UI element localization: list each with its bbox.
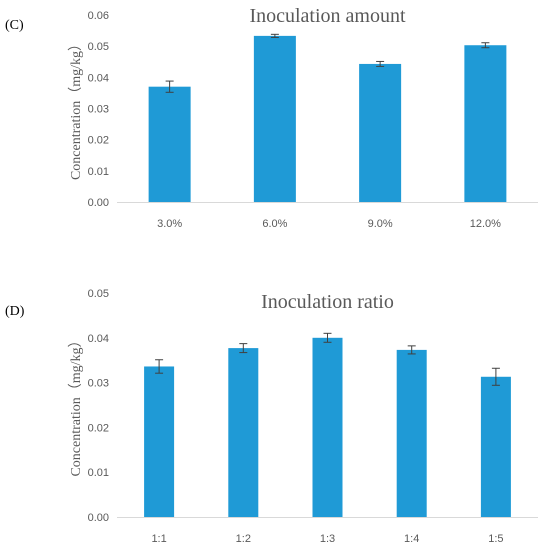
bar-1-4 — [396, 349, 427, 517]
y-tick-label: 0.01 — [88, 166, 109, 178]
chart-inoculation-amount: Inoculation amount Concentration（mg/kg） 0.… — [68, 5, 538, 230]
y-tick-label: 0.04 — [88, 72, 109, 84]
y-tick-label: 0.05 — [88, 41, 109, 53]
x-tick-label: 9.0% — [368, 218, 393, 230]
bar-1-2 — [228, 348, 259, 517]
bar-1-1 — [144, 366, 175, 517]
bar-6-0- — [253, 35, 296, 202]
y-tick-label: 0.03 — [88, 378, 109, 390]
y-tick-label: 0.05 — [88, 288, 109, 300]
y-tick-label: 0.00 — [88, 197, 109, 209]
y-tick-label: 0.02 — [88, 135, 109, 147]
y-tick-label: 0.00 — [88, 512, 109, 524]
x-tick-label: 1:5 — [488, 533, 503, 545]
panel-c-letter: (C) — [5, 18, 24, 33]
y-tick-label: 0.06 — [88, 10, 109, 22]
x-tick-label: 1:1 — [151, 533, 166, 545]
bar-1-3 — [312, 337, 343, 517]
bar-1-5 — [480, 376, 511, 517]
x-tick-label: 12.0% — [470, 218, 501, 230]
y-tick-label: 0.02 — [88, 422, 109, 434]
chart-inoculation-ratio: Inoculation ratio Concentration（mg/kg） 0.0… — [68, 288, 538, 545]
chart-title: Inoculation amount — [249, 5, 406, 27]
x-tick-label: 3.0% — [157, 218, 182, 230]
bar-9-0- — [359, 63, 402, 202]
panel-d-letter: (D) — [5, 304, 25, 319]
x-tick-label: 1:4 — [404, 533, 419, 545]
x-tick-label: 1:2 — [236, 533, 251, 545]
x-tick-label: 1:3 — [320, 533, 335, 545]
y-tick-label: 0.04 — [88, 333, 109, 345]
bar-12-0- — [464, 45, 507, 203]
y-axis-label: Concentration（mg/kg） — [68, 37, 84, 180]
y-axis-label: Concentration（mg/kg） — [68, 333, 84, 476]
chart-title: Inoculation ratio — [261, 291, 394, 313]
y-tick-label: 0.03 — [88, 104, 109, 116]
bar-3-0- — [148, 86, 191, 202]
x-tick-label: 6.0% — [262, 218, 287, 230]
y-tick-label: 0.01 — [88, 467, 109, 479]
